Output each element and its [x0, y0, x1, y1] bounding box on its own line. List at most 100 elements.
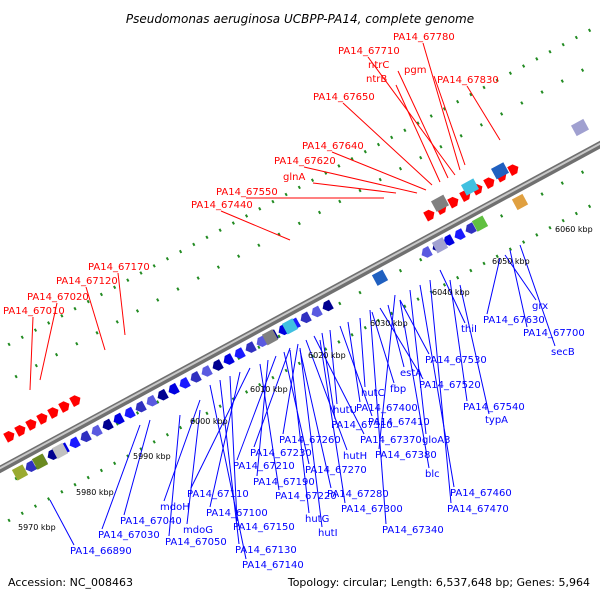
gene-label[interactable]: PA14_67410: [368, 417, 430, 428]
leader-line: [378, 294, 396, 450]
gene-label[interactable]: typA: [485, 415, 508, 426]
gene-label[interactable]: PA14_67270: [305, 465, 367, 476]
gene-label[interactable]: PA14_67540: [463, 402, 525, 413]
gene-label[interactable]: PA14_67110: [187, 489, 249, 500]
gene-label[interactable]: PA14_67140: [242, 560, 304, 571]
gene-label[interactable]: PA14_67300: [341, 504, 403, 515]
gene-label[interactable]: PA14_67220: [275, 491, 337, 502]
gene-label[interactable]: PA14_67340: [382, 525, 444, 536]
leader-line: [220, 210, 291, 241]
leader-line: [395, 84, 441, 183]
leader-line: [419, 284, 455, 488]
reverse-gene-arrow: [311, 305, 323, 318]
genome-backbone: [0, 140, 600, 474]
gene-label[interactable]: glnA: [283, 172, 305, 183]
gene-label[interactable]: secB: [551, 347, 575, 358]
gene-label[interactable]: ntrC: [368, 60, 389, 71]
leader-line: [85, 286, 106, 351]
reverse-gene-arrow: [25, 460, 37, 472]
reverse-gene-arrow: [113, 412, 125, 425]
gene-label[interactable]: grx: [532, 301, 548, 312]
scale-ticks: 5970 kbp 5980 kbp 5990 kbp 6000 kbp 6010 kbp…: [18, 225, 593, 532]
gene-label[interactable]: PA14_67280: [327, 489, 389, 500]
gene-label[interactable]: PA14_67170: [88, 262, 150, 273]
gene-label[interactable]: fbp: [390, 384, 406, 395]
gene-label[interactable]: PA14_67400: [356, 403, 418, 414]
gene-label[interactable]: gloA3: [422, 435, 450, 446]
reverse-gene-arrow: [179, 376, 191, 389]
leader-line: [399, 299, 430, 469]
reverse-gene-arrow: [465, 222, 477, 234]
gene-block: [490, 162, 510, 180]
gene-label[interactable]: mdoG: [183, 525, 213, 536]
reverse-gene-arrow: [80, 430, 92, 443]
gene-label[interactable]: PA14_67100: [206, 508, 268, 519]
leader-line: [236, 355, 277, 461]
reverse-gene-arrow: [69, 436, 81, 449]
gene-label[interactable]: PA14_67210: [233, 461, 295, 472]
gene-label[interactable]: hutU: [333, 405, 357, 416]
leader-line: [39, 302, 58, 381]
gene-label[interactable]: PA14_67010: [3, 306, 65, 317]
reverse-gene-arrow: [124, 406, 136, 419]
gene-label[interactable]: PA14_67470: [447, 504, 509, 515]
forward-gene-arrow: [507, 164, 519, 177]
gene-label[interactable]: PA14_67020: [27, 292, 89, 303]
map-title: Pseudomonas aeruginosa UCBPP-PA14, compl…: [126, 12, 474, 26]
gene-label[interactable]: PA14_67640: [302, 141, 364, 152]
gene-label[interactable]: PA14_67550: [216, 187, 278, 198]
leader-line: [209, 384, 247, 560]
gene-label[interactable]: PA14_67050: [165, 537, 227, 548]
gene-block: [460, 178, 480, 196]
gene-label[interactable]: PA14_67380: [375, 450, 437, 461]
gene-label[interactable]: PA14_67030: [98, 530, 160, 541]
gene-label[interactable]: PA14_67130: [235, 545, 297, 556]
gene-label[interactable]: hutC: [361, 388, 385, 399]
gene-label[interactable]: PA14_67650: [313, 92, 375, 103]
gene-label[interactable]: pgm: [404, 65, 426, 76]
gene-block: [431, 237, 449, 254]
gene-label[interactable]: ntrB: [366, 74, 387, 85]
leader-line: [186, 409, 201, 525]
reverse-gene-arrow: [91, 424, 103, 437]
gene-label[interactable]: PA14_67230: [250, 448, 312, 459]
gene-label[interactable]: hutI: [318, 528, 338, 539]
gene-label[interactable]: hutG: [305, 514, 329, 525]
gene-label[interactable]: PA14_66890: [70, 546, 132, 557]
forward-gene-arrow: [69, 395, 81, 407]
gene-label[interactable]: PA14_67310: [331, 420, 393, 431]
gene-label[interactable]: PA14_67260: [279, 435, 341, 446]
gene-label[interactable]: hutH: [343, 451, 367, 462]
gene-label[interactable]: PA14_67520: [419, 380, 481, 391]
leader-line: [433, 75, 466, 166]
gene-label[interactable]: thiI: [461, 324, 477, 335]
scale-tick-label: 6000 kbp: [190, 417, 228, 426]
gene-label[interactable]: blc: [425, 469, 440, 480]
leader-line: [331, 151, 427, 191]
gene-label[interactable]: PA14_67120: [56, 276, 118, 287]
gene-label[interactable]: PA14_67040: [120, 516, 182, 527]
gene-label[interactable]: PA14_67830: [437, 75, 499, 86]
gene-label[interactable]: PA14_67630: [483, 315, 545, 326]
gene-label[interactable]: PA14_67150: [233, 522, 295, 533]
gene-label[interactable]: PA14_67370: [360, 435, 422, 446]
leader-line: [101, 424, 141, 530]
scale-tick-label: 5990 kbp: [133, 452, 171, 461]
gene-label[interactable]: estA: [400, 368, 422, 379]
gene-label[interactable]: PA14_67460: [450, 488, 512, 499]
gene-label[interactable]: mdoH: [160, 502, 190, 513]
gene-label[interactable]: PA14_67190: [253, 477, 315, 488]
reverse-gene-arrow: [245, 341, 257, 353]
gene-label[interactable]: PA14_67710: [338, 46, 400, 57]
gene-label[interactable]: PA14_67780: [393, 32, 455, 43]
scale-tick-label: 6050 kbp: [492, 257, 530, 266]
gene-label[interactable]: PA14_67700: [523, 328, 585, 339]
gene-label[interactable]: PA14_67620: [274, 156, 336, 167]
reverse-gene-arrow: [168, 382, 180, 395]
gene-label[interactable]: PA14_67440: [191, 200, 253, 211]
reverse-gene-arrow: [201, 365, 213, 377]
label-leader-lines: [29, 42, 556, 560]
forward-gene-arrow: [483, 177, 495, 189]
gene-label[interactable]: PA14_67530: [425, 355, 487, 366]
leader-line: [379, 307, 424, 380]
